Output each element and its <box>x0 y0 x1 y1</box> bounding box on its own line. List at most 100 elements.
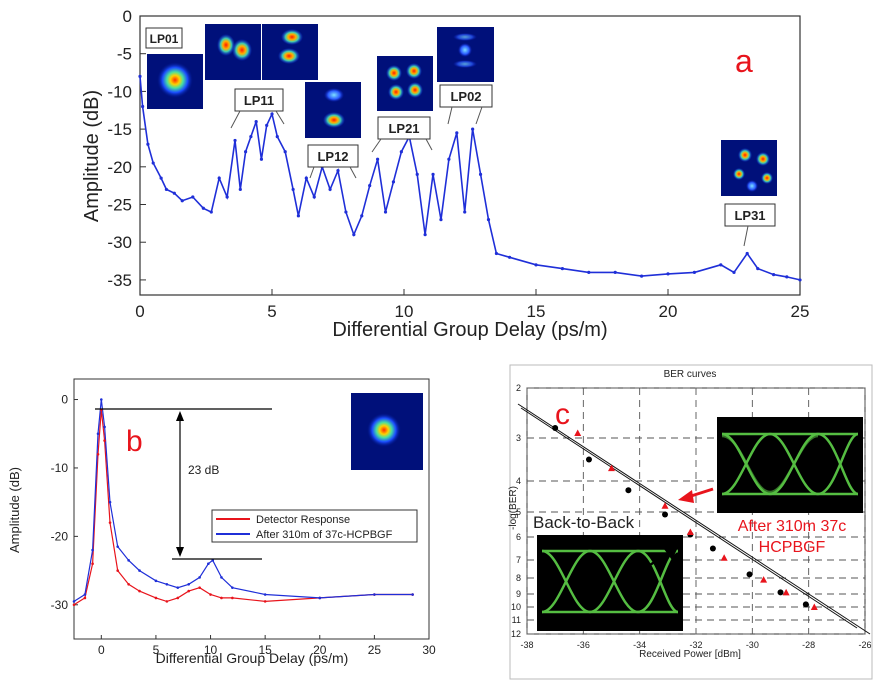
lp11-label-box <box>234 88 284 112</box>
eye-diagram-after <box>717 417 863 513</box>
panel-b-series-detector-response <box>73 409 413 606</box>
panel-a-x-tick-label: 5 <box>267 302 276 321</box>
panel-b-letter: b <box>126 425 143 458</box>
panel-c-point-after <box>720 554 728 561</box>
panel-a-data-point <box>352 233 356 237</box>
lp11-mode-image-a <box>205 24 261 80</box>
panel-a-y-tick-label: -20 <box>107 158 132 177</box>
lp01-label: LP01 <box>150 32 179 46</box>
panel-b-axes-frame <box>73 378 430 640</box>
panel-a-data-point <box>560 267 565 271</box>
panel-b-data-point <box>318 596 322 600</box>
panel-c-y-axis-label: -log(BER) <box>508 486 519 530</box>
panel-b-ticks: 0 5 10 15 20 25 30 0 -10 -20 -30 <box>51 393 436 657</box>
panel-a-data-point <box>291 187 295 192</box>
panel-c-point-b2b <box>777 589 784 596</box>
panel-a-data-point <box>225 195 229 199</box>
lp31-label-box <box>724 203 776 227</box>
panel-a-data-point <box>146 142 150 146</box>
lp31-mode-image <box>721 140 777 196</box>
panel-b-data-point <box>103 425 106 429</box>
panel-b-data-point <box>154 579 158 583</box>
panel-a-data-point <box>376 157 380 161</box>
lp12-label-box <box>307 144 359 168</box>
panel-b-data-point <box>198 576 201 579</box>
panel-a-data-point <box>587 270 591 274</box>
panel-c-y-tick-label: 11 <box>512 615 521 625</box>
panel-b-data-point <box>198 586 201 589</box>
panel-b-data-point <box>165 582 169 586</box>
panel-c-y-tick-label: 4 <box>516 476 521 486</box>
panel-c-y-tick-label: 9 <box>516 589 521 599</box>
lp12-mode-image <box>305 82 361 138</box>
panel-b-data-point <box>108 521 112 524</box>
panel-a-data-point <box>159 176 163 180</box>
panel-b-annotation-23db: 23 dB <box>188 463 219 477</box>
panel-a-y-tick-label: -25 <box>107 196 132 215</box>
panel-a-y-tick-label: -5 <box>117 45 132 64</box>
panel-c-point-after <box>810 603 818 610</box>
panel-a-data-point <box>439 217 443 222</box>
panel-a-data-point <box>259 157 264 161</box>
panel-a-data-point <box>141 104 145 109</box>
panel-c-letter: c <box>555 398 570 431</box>
panel-a-data-point <box>798 278 802 282</box>
panel-c-ticks: -38 -36 -34 -32 -30 -28 -26 2 3 4 5 6 7 8 9 10 11 12 <box>511 383 872 650</box>
panel-c-y-tick-label: 8 <box>516 573 521 583</box>
panel-a-data-point <box>265 123 269 127</box>
panel-a-data-point <box>249 135 253 139</box>
panel-b-data-point <box>72 603 76 607</box>
legend-label-detector: Detector Response <box>256 514 350 526</box>
panel-a-x-tick-label: 25 <box>791 302 810 321</box>
panel-b-data-point <box>231 586 234 589</box>
panel-c-x-tick-label: -30 <box>746 640 759 650</box>
panel-b-data-point <box>127 582 130 586</box>
panel-c-points <box>552 425 818 610</box>
panel-c-y-tick-label: 3 <box>516 433 521 443</box>
panel-a-data-point <box>304 176 308 180</box>
panel-a-data-point <box>463 210 467 214</box>
panel-b-data-point <box>211 559 215 562</box>
panel-b-legend: Detector Response After 310m of 37c-HCPB… <box>211 509 418 543</box>
panel-b-data-point <box>231 596 234 600</box>
panel-a-data-point <box>275 135 279 139</box>
panel-a-data-point <box>270 112 274 116</box>
panel-b-data-point <box>263 593 267 596</box>
panel-a-x-tick-label: 10 <box>395 302 414 321</box>
lp01-label-box <box>145 27 183 49</box>
panel-a-ticks: 0 5 10 15 20 25 0 -5 -10 -15 -20 -25 -30 -35 <box>107 7 809 321</box>
panel-b-x-tick-label: 20 <box>313 643 327 657</box>
panel-b-x-tick-label: 0 <box>98 643 105 657</box>
panel-c-fit-line-b2b <box>520 407 858 629</box>
panel-c-label-after-line2: HCPBGF <box>759 539 826 556</box>
panel-c-x-tick-label: -38 <box>520 640 533 650</box>
panel-b-data-point <box>91 548 94 552</box>
panel-b-data-point <box>108 500 112 504</box>
panel-a-x-tick-label: 0 <box>135 302 144 321</box>
panel-a-data-point <box>613 270 617 274</box>
panel-a-leader-lines <box>230 106 749 247</box>
panel-a-data-point <box>151 161 155 165</box>
panel-c-point-b2b <box>625 487 632 494</box>
panel-b-data-point <box>220 596 223 600</box>
panel-a-data-point <box>368 184 372 188</box>
panel-c-point-after <box>760 576 768 583</box>
panel-b-data-point <box>100 398 103 401</box>
panel-a-x-tick-label: 20 <box>659 302 678 321</box>
panel-c-point-b2b <box>802 601 809 608</box>
panel-b-data-point <box>207 562 210 566</box>
panel-c-arrow-black-head <box>664 545 679 560</box>
panel-b-data-point <box>72 600 76 603</box>
panel-a-data-point <box>180 199 184 203</box>
panel-a-data-point <box>508 255 512 259</box>
panel-b-x-tick-label: 25 <box>368 643 382 657</box>
panel-a-data-point <box>312 195 316 199</box>
lp02-label-box <box>439 84 493 108</box>
panel-b-y-tick-label: -10 <box>51 461 69 475</box>
panel-a-data-point <box>283 150 287 154</box>
panel-c-point-b2b <box>746 571 753 578</box>
panel-c-x-tick-label: -26 <box>858 640 871 650</box>
panel-a-data-point <box>431 172 435 176</box>
panel-c-point-after <box>661 502 669 509</box>
panel-a: 0 5 10 15 20 25 0 -5 -10 -15 -20 -25 -30 -35 Differen… <box>81 7 809 341</box>
